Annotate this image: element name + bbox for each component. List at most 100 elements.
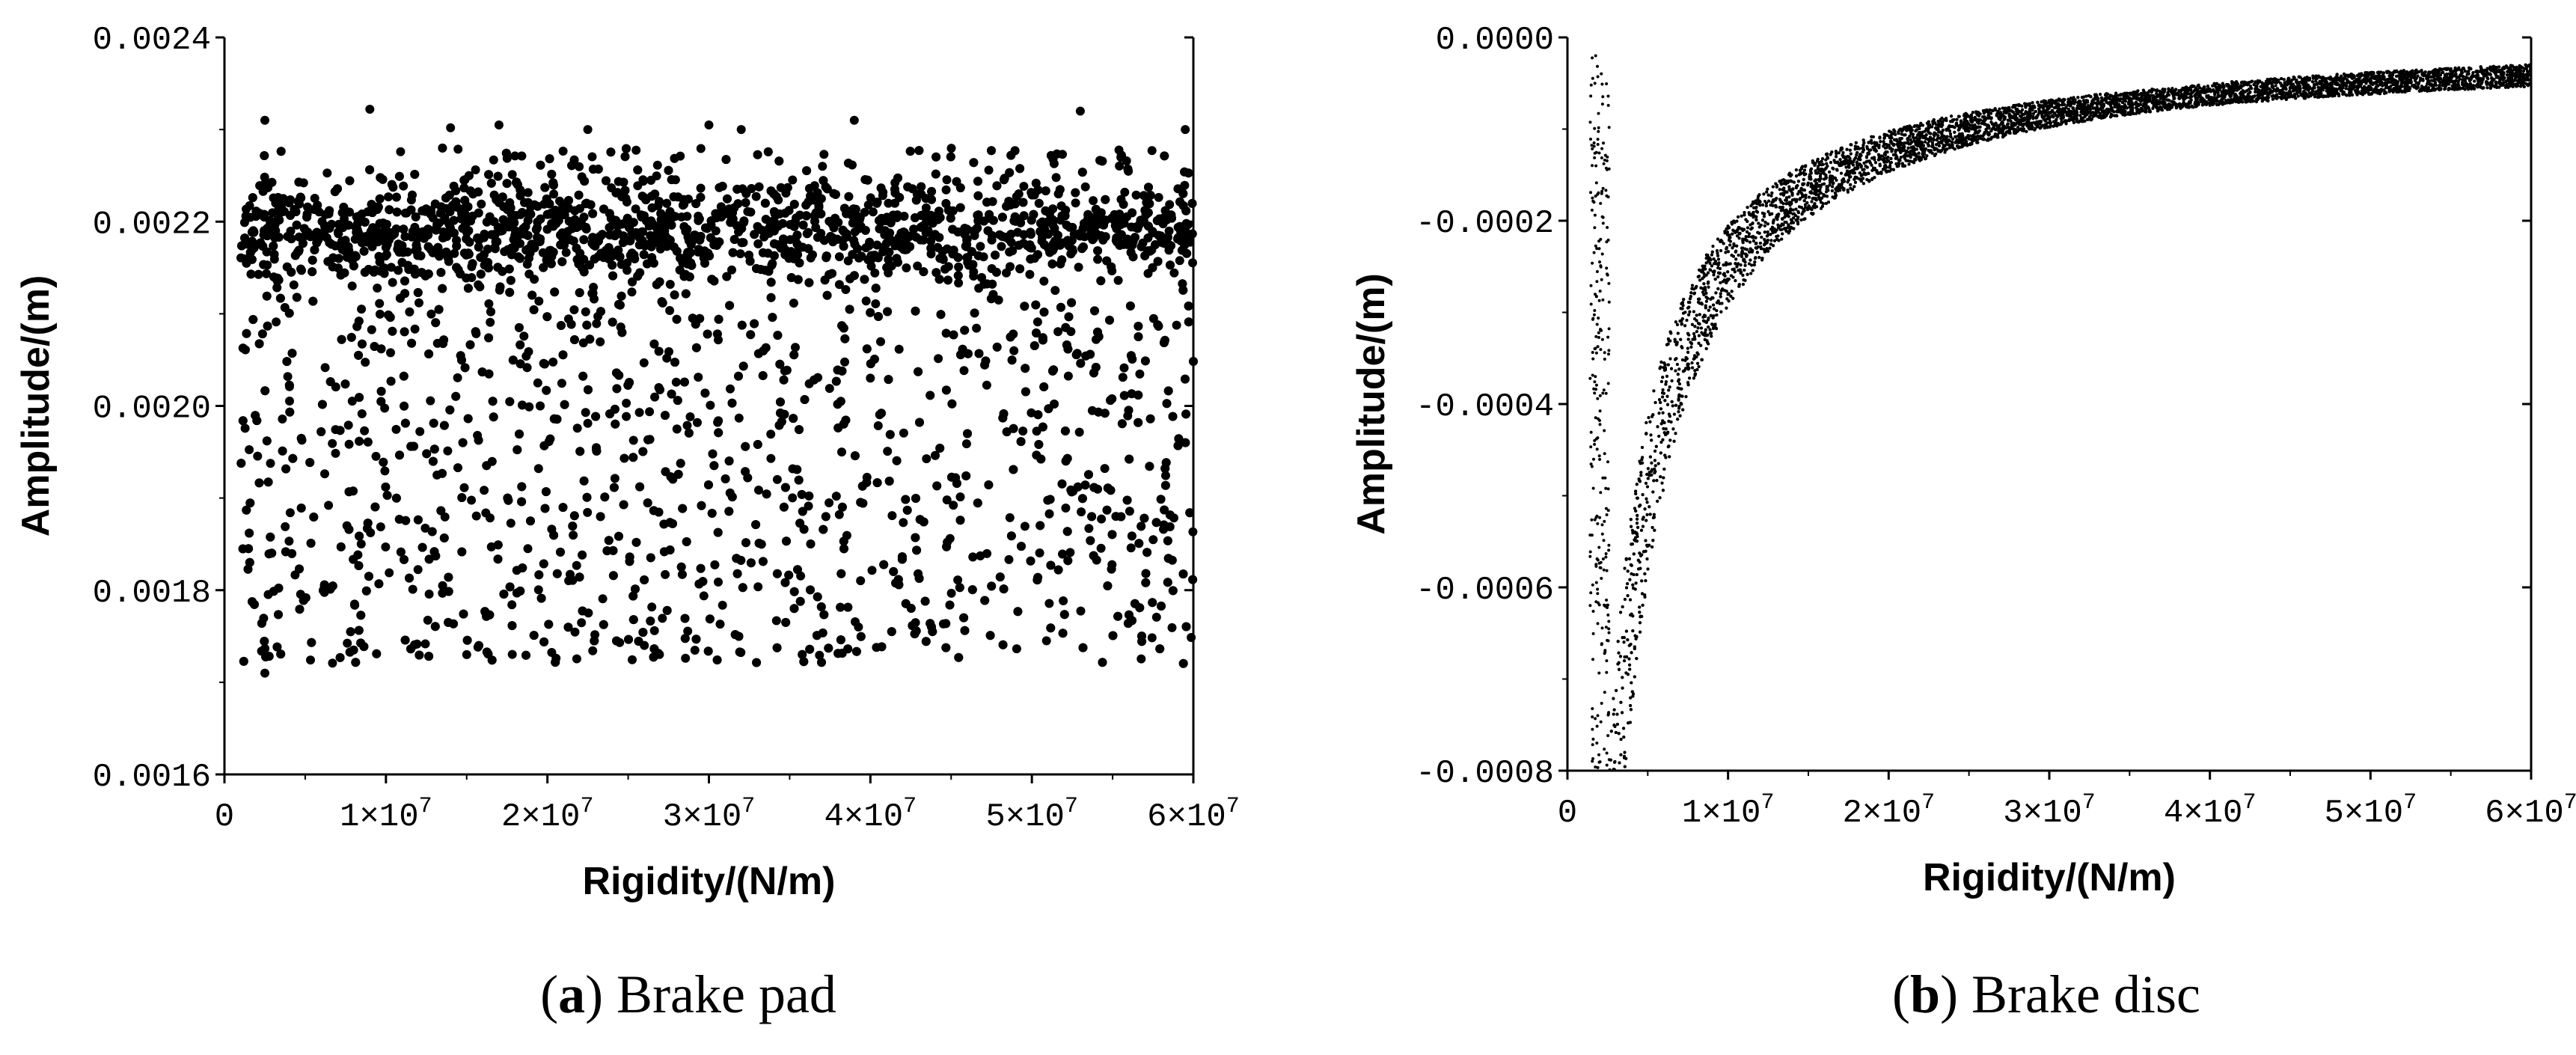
data-point [239, 656, 248, 666]
data-point [242, 258, 251, 268]
data-point [276, 649, 286, 659]
data-point [877, 642, 887, 652]
data-point [436, 506, 446, 516]
data-point [892, 212, 902, 222]
data-point [791, 343, 800, 352]
data-point [901, 495, 911, 504]
data-point [706, 216, 716, 226]
data-point [926, 236, 936, 245]
data-point [569, 511, 579, 521]
data-point [908, 621, 917, 631]
data-point [988, 279, 997, 289]
data-point [622, 236, 631, 245]
data-point [1078, 242, 1088, 251]
data-point [367, 325, 376, 334]
data-point [816, 602, 826, 611]
data-point [1017, 542, 1026, 551]
data-point [746, 207, 756, 217]
data-point [339, 202, 349, 212]
data-point [1126, 248, 1136, 257]
data-point [426, 309, 436, 319]
data-point [788, 493, 798, 503]
data-point [462, 635, 472, 645]
data-point [762, 489, 771, 499]
data-point [504, 495, 513, 505]
data-point [804, 244, 813, 254]
data-point [624, 634, 633, 644]
data-point [671, 377, 681, 387]
data-point [547, 648, 557, 657]
data-point [319, 580, 329, 590]
data-point [831, 492, 841, 501]
data-point [638, 177, 648, 186]
data-point [1154, 192, 1163, 202]
data-point [696, 144, 706, 153]
data-point [798, 507, 807, 516]
data-point [274, 610, 283, 620]
data-point [1034, 440, 1044, 449]
data-point [801, 211, 811, 221]
data-point [347, 397, 357, 406]
data-point [753, 440, 762, 449]
data-point [413, 565, 423, 575]
data-point [794, 475, 804, 485]
data-point [709, 239, 719, 248]
data-point [501, 148, 511, 158]
data-point [453, 463, 462, 473]
data-point [938, 254, 948, 263]
data-point [350, 600, 360, 610]
data-point [617, 291, 626, 301]
data-point [1141, 569, 1151, 578]
data-point [433, 242, 443, 252]
data-point [439, 421, 449, 430]
data-point [453, 144, 463, 154]
data-point [1010, 212, 1020, 221]
data-point [941, 328, 951, 338]
data-point [572, 654, 581, 664]
data-point [667, 389, 676, 399]
data-point [780, 578, 790, 587]
data-point [994, 296, 1003, 305]
data-point [610, 231, 619, 241]
data-point [1071, 350, 1081, 360]
data-point [453, 203, 462, 212]
data-point [471, 327, 480, 337]
x-tick-label: 2×107 [501, 794, 594, 836]
data-point [1147, 146, 1157, 156]
data-point [602, 546, 612, 556]
data-point [1076, 606, 1086, 616]
data-point [276, 147, 286, 156]
data-point [1057, 255, 1067, 265]
data-point [991, 250, 1000, 260]
data-point [732, 554, 741, 563]
data-point [513, 252, 523, 262]
data-point [713, 528, 723, 537]
data-point [1131, 190, 1141, 200]
data-point [568, 522, 578, 531]
data-point [1113, 275, 1123, 285]
data-point [375, 309, 385, 319]
data-point [1077, 494, 1087, 504]
data-point [694, 373, 703, 382]
data-point [598, 594, 608, 604]
data-point [661, 411, 670, 421]
data-point [260, 637, 269, 646]
data-point [1107, 564, 1116, 574]
data-point [633, 272, 643, 281]
data-point [410, 170, 420, 179]
data-point [879, 560, 889, 569]
data-point [802, 229, 812, 239]
data-point [1119, 200, 1128, 210]
data-point [830, 189, 840, 199]
data-point [262, 247, 272, 257]
data-point [424, 590, 434, 599]
data-point [941, 199, 951, 208]
data-point [867, 254, 877, 263]
data-point [647, 602, 657, 612]
data-point [1025, 269, 1035, 279]
data-point [1046, 560, 1056, 570]
data-point [1094, 407, 1104, 417]
data-point [736, 125, 746, 135]
data-point [1064, 312, 1074, 322]
data-point [1108, 631, 1118, 640]
